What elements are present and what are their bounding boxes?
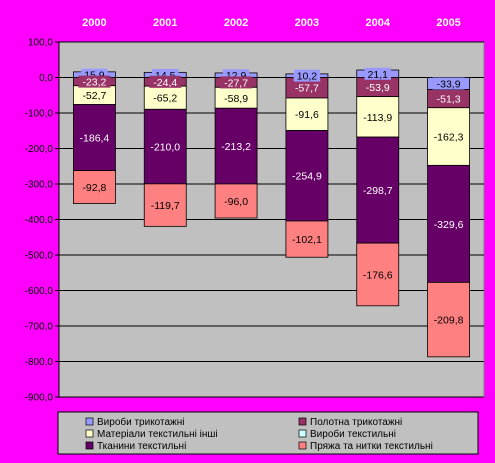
- data-label-bg: [293, 69, 321, 82]
- legend-swatch: [298, 417, 307, 426]
- data-label: -24,4: [153, 77, 177, 89]
- y-tick-label: 0,0: [39, 73, 53, 84]
- data-label-bg: [429, 130, 468, 143]
- y-axis: 100,0 0,0 -100,0 -200,0 -300,0 -400,0 -500,0 -6…: [25, 38, 60, 404]
- data-label: -213,2: [221, 141, 251, 153]
- y-tick-label: 100,0: [28, 38, 53, 49]
- data-label-bg: [146, 140, 185, 153]
- x-tick-label: 2001: [153, 17, 177, 29]
- data-label: -119,7: [151, 200, 180, 212]
- y-tick-label: -700,0: [25, 322, 54, 333]
- data-label: -27,7: [224, 77, 248, 89]
- legend-box: [57, 411, 479, 455]
- data-label-bg: [78, 89, 111, 102]
- x-tick-label: 2003: [295, 17, 319, 29]
- data-label: -186,4: [80, 133, 110, 145]
- legend-swatch: [85, 417, 94, 426]
- x-tick-label: 2000: [82, 17, 106, 29]
- legend-swatch: [85, 441, 94, 450]
- data-label-bg: [220, 91, 253, 104]
- data-label-bg: [288, 169, 326, 182]
- y-tick-label: -900,0: [25, 393, 54, 404]
- data-label: -298,7: [363, 185, 393, 197]
- data-label: -33,9: [437, 79, 461, 91]
- legend-swatch: [85, 429, 94, 438]
- data-label: -254,9: [292, 171, 322, 183]
- data-label-bg: [432, 77, 465, 90]
- y-tick-label: -800,0: [25, 357, 54, 368]
- data-label-bg: [75, 131, 114, 144]
- x-tick-label: 2002: [224, 17, 248, 29]
- data-label: -65,2: [153, 93, 177, 105]
- data-label: -176,6: [363, 269, 393, 281]
- data-label: -113,9: [363, 112, 392, 124]
- y-tick-label: -100,0: [25, 109, 54, 120]
- y-tick-label: -300,0: [25, 180, 54, 191]
- bars: [73, 69, 470, 358]
- x-axis: 2000 2001 2002 2003 2004 2005: [82, 17, 461, 29]
- data-label: -92,8: [82, 182, 106, 194]
- legend-label: Матеріали текстильні інші: [97, 429, 218, 440]
- data-label-bg: [220, 76, 253, 89]
- data-label-bg: [358, 268, 397, 281]
- data-label-bg: [149, 91, 182, 104]
- data-label-bg: [361, 81, 394, 94]
- data-label-bg: [217, 140, 255, 153]
- y-tick-label: -200,0: [25, 144, 54, 155]
- data-label: -58,9: [224, 93, 248, 105]
- legend-label: Полотна трикотажні: [310, 417, 402, 428]
- legend-swatch: [298, 441, 307, 450]
- data-label-bg: [429, 313, 468, 326]
- data-label: -329,6: [434, 219, 464, 231]
- legend: Вироби трикотажні Полотна трикотажні Матер…: [57, 411, 479, 455]
- data-label: -102,1: [292, 234, 322, 246]
- data-label: -53,9: [366, 82, 390, 94]
- legend-label: Пряжа та нитки текстильні: [310, 441, 433, 452]
- x-tick-label: 2005: [436, 17, 460, 29]
- x-tick-label: 2004: [366, 17, 391, 29]
- data-label: -23,2: [82, 77, 106, 89]
- data-label-bg: [288, 233, 326, 246]
- data-label: -51,3: [437, 94, 461, 106]
- y-tick-label: -400,0: [25, 215, 54, 226]
- data-label-bg: [220, 194, 253, 207]
- data-label-bg: [78, 75, 111, 88]
- legend-label: Тканини текстильні: [97, 441, 186, 452]
- data-label-bg: [149, 75, 182, 88]
- legend-label: Вироби текстильні: [310, 428, 396, 440]
- legend-swatch: [298, 429, 307, 438]
- data-labels: 15,9-23,2-52,7-186,4-92,814,5-24,4-65,2-…: [75, 67, 468, 327]
- data-label-bg: [358, 184, 397, 197]
- legend-label: Вироби трикотажні: [97, 416, 185, 428]
- data-label-bg: [429, 217, 468, 230]
- data-label-bg: [290, 81, 323, 94]
- data-label-bg: [290, 108, 323, 121]
- data-label-bg: [364, 67, 391, 80]
- data-label: -162,3: [434, 132, 464, 144]
- data-label: -210,0: [150, 142, 180, 154]
- gridlines: [59, 41, 484, 398]
- data-label-bg: [146, 199, 185, 212]
- y-tick-label: -500,0: [25, 251, 54, 262]
- data-label-bg: [358, 110, 397, 123]
- data-label: -96,0: [224, 196, 248, 208]
- data-label: 10,2: [297, 71, 318, 83]
- data-label-bg: [432, 92, 465, 105]
- data-label: -52,7: [82, 90, 106, 102]
- data-label: -57,7: [295, 83, 319, 95]
- data-label: -91,6: [295, 109, 319, 121]
- data-label-bg: [78, 181, 111, 194]
- y-tick-label: -600,0: [25, 286, 54, 297]
- data-label: -209,8: [434, 315, 464, 327]
- data-label: 21,1: [368, 69, 389, 81]
